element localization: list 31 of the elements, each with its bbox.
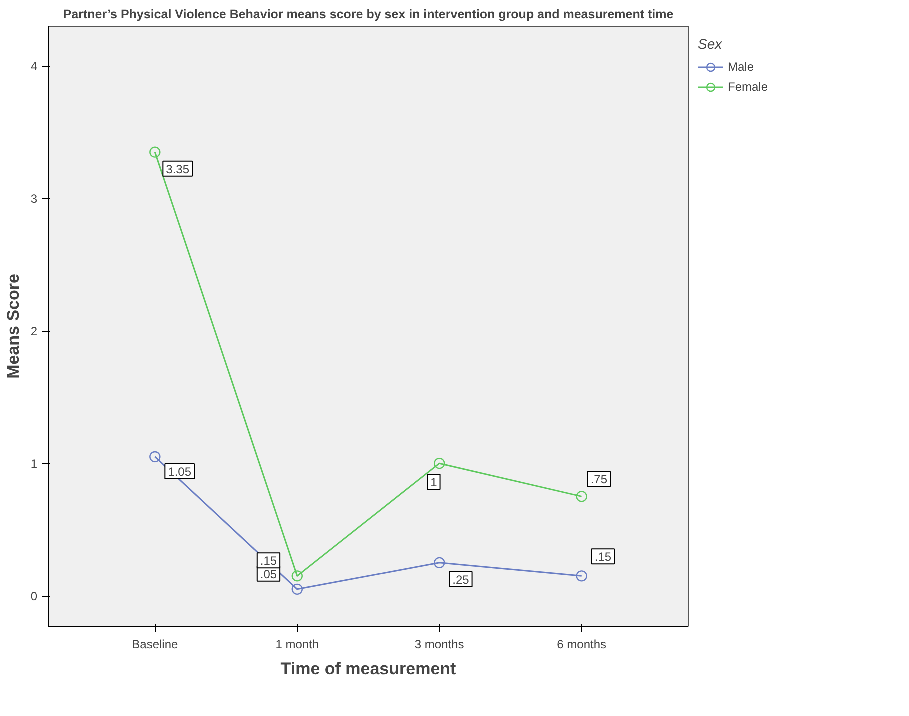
point (292, 584, 303, 596)
data-label: .05 (260, 567, 278, 582)
point (576, 491, 588, 502)
x-tick-label: 6 months (557, 638, 607, 652)
legend-label: Male (728, 60, 754, 74)
y-tick-label: 4 (30, 60, 38, 74)
data-label: .15 (260, 554, 278, 568)
y-axis-title: Means Score (4, 274, 23, 379)
y-tick-label: 1 (30, 457, 38, 472)
legend-label: Female (728, 80, 768, 94)
point (150, 451, 161, 463)
x-tick-label: 3 months (414, 638, 464, 652)
point (576, 570, 588, 582)
point (434, 557, 446, 569)
data-label: .75 (590, 472, 608, 487)
legend-title: Sex (698, 36, 724, 52)
data-label: 1 (430, 476, 438, 490)
chart-title: Partner’s Physical Violence Behavior means score by sex in intervention group and measurement time (63, 8, 674, 22)
x-axis-title: Time of measurement (280, 660, 457, 678)
x-tick-label: Baseline (132, 638, 179, 652)
point (150, 146, 161, 158)
data-label: 1.05 (168, 464, 192, 479)
point (434, 458, 446, 470)
data-label: 3.35 (166, 162, 190, 176)
data-label: .15 (594, 550, 612, 564)
x-tick-label: 1 month (276, 638, 320, 652)
y-tick-label: 2 (30, 324, 38, 339)
data-label: .25 (452, 572, 470, 587)
point (292, 570, 303, 582)
y-tick-label: 3 (30, 192, 38, 206)
y-tick-label: 0 (30, 590, 38, 604)
